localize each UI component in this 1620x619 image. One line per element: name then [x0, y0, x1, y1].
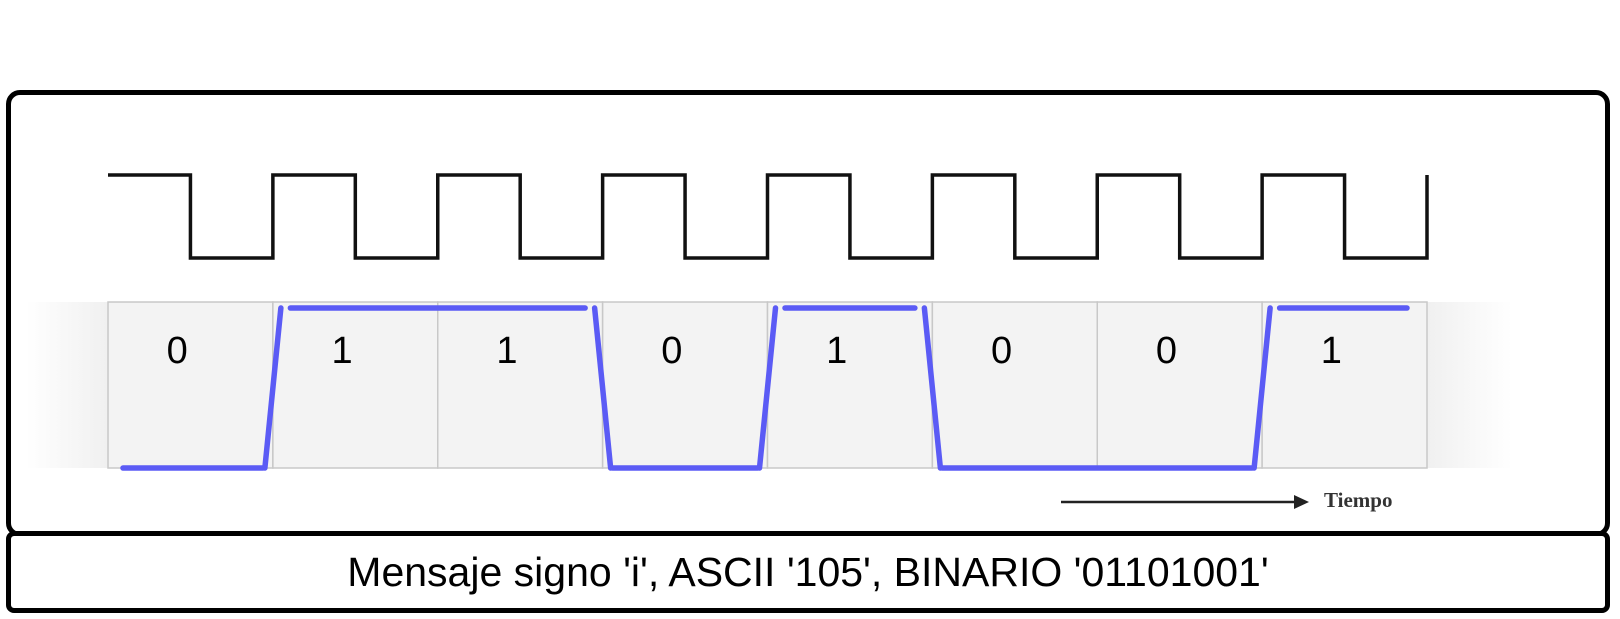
caption-box: Mensaje signo 'i', ASCII '105', BINARIO …	[6, 531, 1610, 613]
bit-cell	[601, 301, 769, 469]
time-axis-label: Tiempo	[1324, 488, 1392, 512]
diagram-frame: 0 1 1 0 1 0 0 1 Tiempo	[6, 90, 1610, 537]
bit-label: 1	[1321, 330, 1342, 372]
background-fade-right	[1427, 302, 1512, 468]
signal-transition	[921, 305, 944, 471]
timing-diagram: 0 1 1 0 1 0 0 1 Tiempo	[26, 173, 1512, 512]
bit-label: 1	[496, 330, 517, 372]
bit-cell	[766, 301, 934, 469]
bit-label: 0	[1156, 330, 1177, 372]
clock-signal-line	[108, 173, 1429, 260]
bit-cell	[1096, 301, 1263, 469]
signal-transition	[756, 305, 779, 471]
bit-cell	[272, 301, 439, 469]
bit-cell	[931, 301, 1098, 469]
bit-label: 0	[991, 330, 1012, 372]
time-axis: Tiempo	[1061, 488, 1392, 512]
bit-cell	[437, 301, 604, 469]
signal-transition	[1251, 305, 1273, 471]
caption-text: Mensaje signo 'i', ASCII '105', BINARIO …	[347, 548, 1269, 595]
signal-transition	[591, 305, 614, 471]
bit-cell	[1261, 301, 1428, 469]
signal-transition	[262, 305, 284, 471]
bit-label: 1	[332, 330, 353, 372]
background-fade-left	[26, 302, 108, 468]
bit-label: 1	[826, 330, 847, 372]
time-arrow-head	[1294, 495, 1309, 509]
bit-cell	[107, 301, 274, 469]
bit-label: 0	[167, 330, 188, 372]
bit-label: 0	[661, 330, 682, 372]
